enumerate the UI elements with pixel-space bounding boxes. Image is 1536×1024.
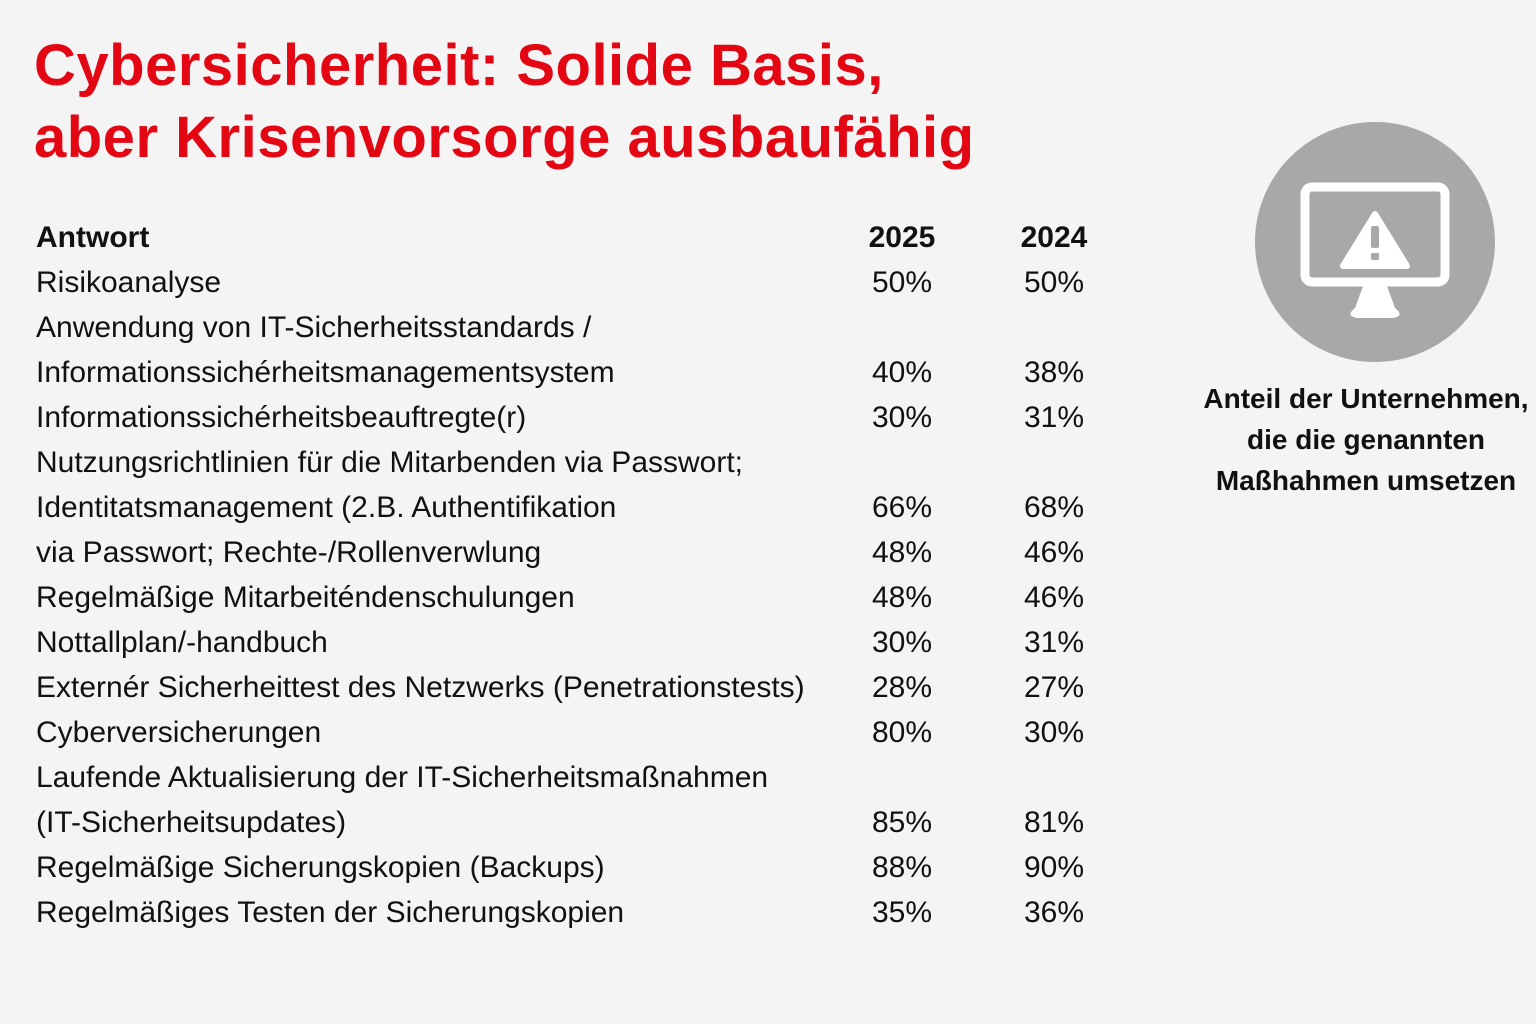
row-label: Regelmäßige Sicherungskopien (Backups) <box>36 851 605 884</box>
value-2025: 66% <box>871 491 933 524</box>
row-label: (IT-Sicherheitsupdates) <box>36 806 347 839</box>
row-label: Informationssichérheitsbeauftregte(r) <box>36 401 527 434</box>
row-label: via Passwort; Rechte-/Rollenverwlung <box>36 536 542 569</box>
value-2025: 30% <box>871 401 933 434</box>
row-label: Laufende Aktualisierung der IT-Sicherhei… <box>36 761 769 794</box>
title-line-2: aber Krisenvorsorge ausbaufähig <box>34 105 975 170</box>
monitor-screen <box>1300 182 1450 287</box>
value-2024: 38% <box>1023 356 1085 389</box>
table-row: Informationssichérheitsbeauftregte(r) 30%… <box>36 395 1136 440</box>
page-title: Cybersicherheit: Solide Basis, aber Kris… <box>34 30 975 174</box>
row-label: Regelmäßige Mitarbeiténdenschulungen <box>36 581 575 614</box>
title-line-1: Cybersicherheit: Solide Basis, <box>34 33 884 98</box>
measures-table: Antwort 2025 2024 Risikoanalyse 50% 50% Anw… <box>36 215 1136 935</box>
table-row: Regelmäßiges Testen der Sicherungskopien… <box>36 890 1136 935</box>
row-label: Regelmäßiges Testen der Sicherungskopien <box>36 896 625 929</box>
value-2024: 81% <box>1023 806 1085 839</box>
value-2025: 48% <box>871 581 933 614</box>
table-row: (IT-Sicherheitsupdates) 85% 81% <box>36 800 1136 845</box>
value-2024: 90% <box>1023 851 1085 884</box>
table-row: Nutzungsrichtlinien für die Mitarbenden … <box>36 440 1136 485</box>
value-2025: 80% <box>871 716 933 749</box>
table-row: Regelmäßige Mitarbeiténdenschulungen 48% 4… <box>36 575 1136 620</box>
value-2024: 31% <box>1023 401 1085 434</box>
value-2025: 28% <box>871 671 933 704</box>
value-2024: 46% <box>1023 536 1085 569</box>
header-2024: 2024 <box>1020 221 1088 254</box>
caption-line-2: die die genannten <box>1246 424 1486 455</box>
table-row: Identitatsmanagement (2.B. Authentifikat… <box>36 485 1136 530</box>
caption-line-1: Anteil der Unternehmen, <box>1203 383 1529 414</box>
value-2025: 30% <box>871 626 933 659</box>
row-label: Anwendung von IT-Sicherheitsstandards / <box>36 311 592 344</box>
value-2024: 27% <box>1023 671 1085 704</box>
table-row: Risikoanalyse 50% 50% <box>36 260 1136 305</box>
value-2025: 48% <box>871 536 933 569</box>
icon-caption: Anteil der Unternehmen, die die genannte… <box>1196 378 1536 501</box>
header-answer: Antwort <box>36 221 150 254</box>
table-row: Regelmäßige Sicherungskopien (Backups) 88… <box>36 845 1136 890</box>
value-2024: 50% <box>1023 266 1085 299</box>
value-2024: 30% <box>1023 716 1085 749</box>
value-2024: 31% <box>1023 626 1085 659</box>
row-label: Nottallplan/-handbuch <box>36 626 328 659</box>
value-2024: 36% <box>1023 896 1085 929</box>
row-label: Externér Sicherheittest des Netzwerks (P… <box>36 671 805 704</box>
table-row: via Passwort; Rechte-/Rollenverwlung 48% 4… <box>36 530 1136 575</box>
header-2025: 2025 <box>868 221 936 254</box>
caption-line-3: Maßhahmen umsetzen <box>1215 465 1517 496</box>
table-row: Laufende Aktualisierung der IT-Sicherhei… <box>36 755 1136 800</box>
table-row: Anwendung von IT-Sicherheitsstandards / <box>36 305 1136 350</box>
monitor-stand <box>1350 286 1400 318</box>
row-label: Identitatsmanagement (2.B. Authentifikat… <box>36 491 617 524</box>
table-row: Informationssichérheitsmanagementsystem 4… <box>36 350 1136 395</box>
row-label: Risikoanalyse <box>36 266 222 299</box>
exclamation-mark <box>1371 226 1379 248</box>
monitor-warning-icon <box>1255 122 1495 362</box>
value-2025: 40% <box>871 356 933 389</box>
value-2024: 68% <box>1023 491 1085 524</box>
table-header: Antwort 2025 2024 <box>36 215 1136 260</box>
row-label: Cyberversicherungen <box>36 716 322 749</box>
table-row: Externér Sicherheittest des Netzwerks (P… <box>36 665 1136 710</box>
exclamation-dot <box>1371 253 1379 260</box>
row-label: Informationssichérheitsmanagementsystem <box>36 356 615 389</box>
table-row: Cyberversicherungen 80% 30% <box>36 710 1136 755</box>
value-2025: 88% <box>871 851 933 884</box>
value-2025: 85% <box>871 806 933 839</box>
value-2025: 35% <box>871 896 933 929</box>
value-2025: 50% <box>871 266 933 299</box>
row-label: Nutzungsrichtlinien für die Mitarbenden … <box>36 446 744 479</box>
table-row: Nottallplan/-handbuch 30% 31% <box>36 620 1136 665</box>
value-2024: 46% <box>1023 581 1085 614</box>
